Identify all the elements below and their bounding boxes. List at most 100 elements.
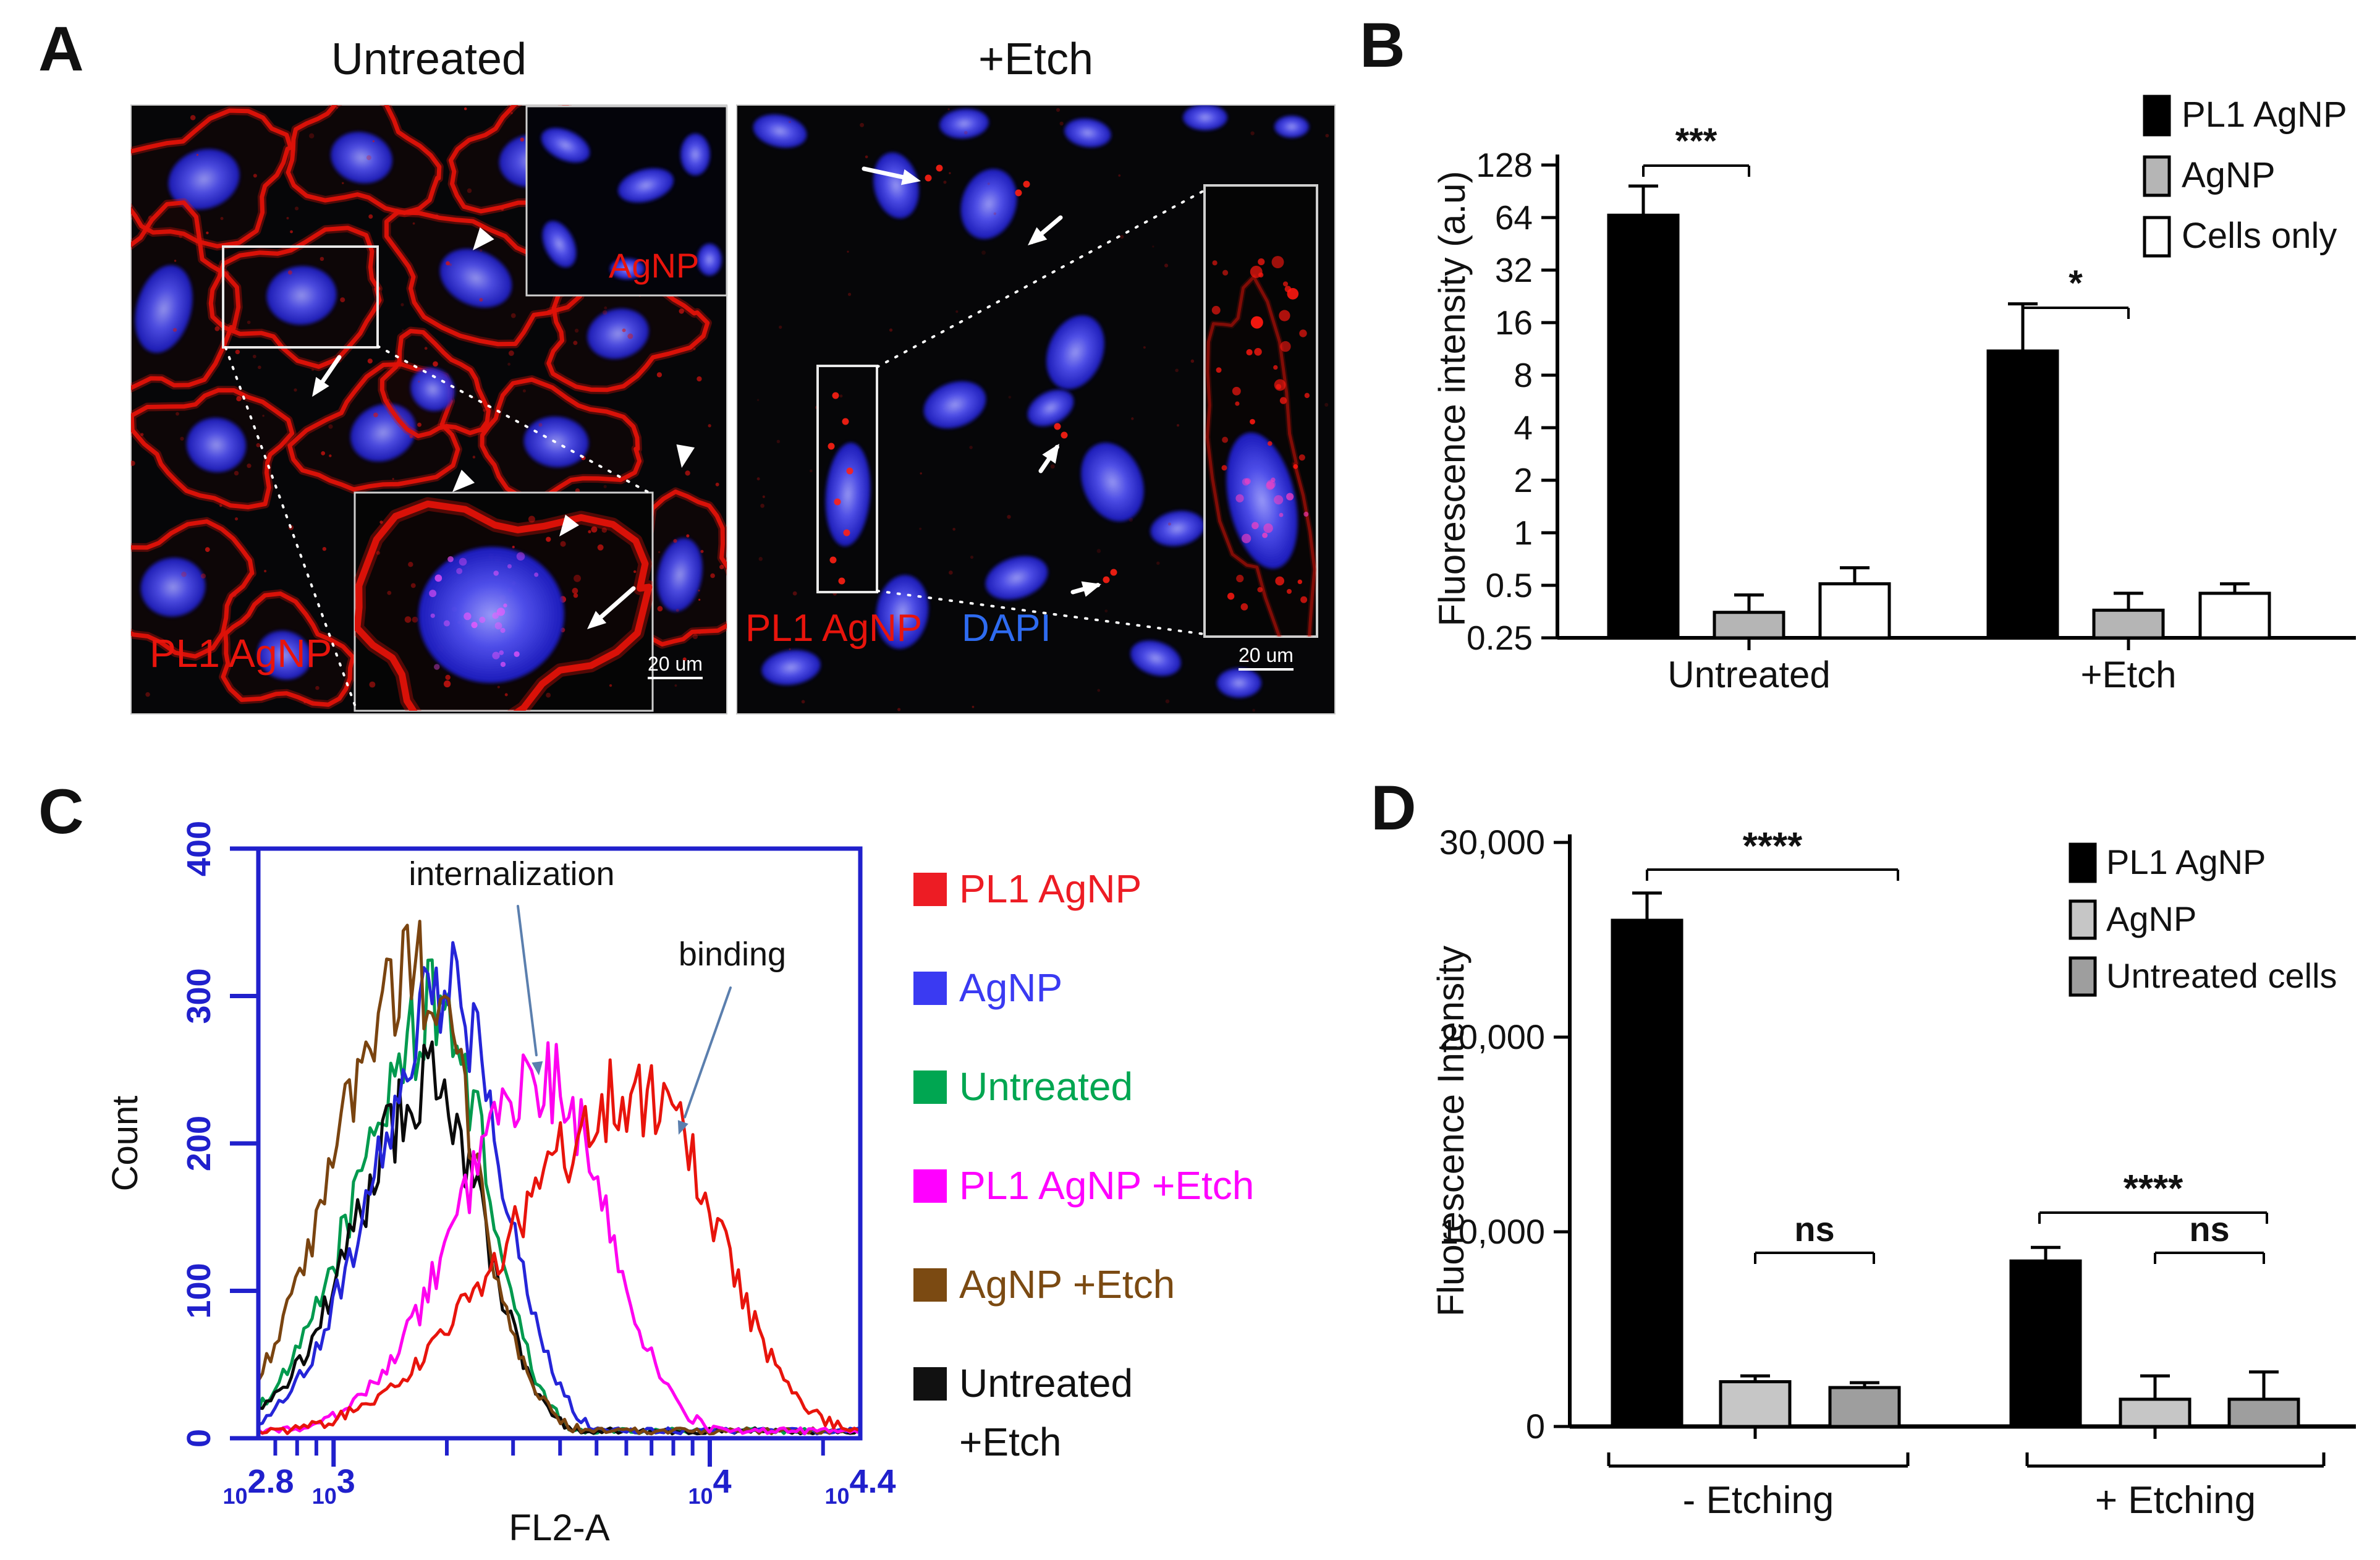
dotted-connector <box>876 189 1206 368</box>
d-category-label: + Etching <box>2095 1479 2256 1522</box>
speckle <box>424 347 428 350</box>
c-ytick-label: 0 <box>180 1429 218 1448</box>
speckle <box>1262 532 1268 538</box>
bar-agnp <box>1719 1380 1792 1428</box>
speckle <box>430 613 435 618</box>
speckle <box>698 630 702 634</box>
speckle <box>1275 576 1285 586</box>
speckle <box>376 551 381 555</box>
arrowhead-icon <box>559 514 579 536</box>
speckle <box>402 329 404 331</box>
speckle <box>499 650 504 655</box>
speckle <box>418 380 420 383</box>
speckle <box>507 564 512 569</box>
speckle <box>675 608 679 613</box>
speckle <box>1235 401 1240 406</box>
speckle <box>1097 689 1101 692</box>
speckle <box>528 515 535 523</box>
nucleus <box>1150 511 1205 546</box>
bar-untreated-cells <box>1828 1386 1901 1428</box>
speckle <box>591 526 598 533</box>
speckle <box>367 358 373 364</box>
speckle <box>434 214 439 219</box>
speckle <box>247 320 251 324</box>
speckle <box>1274 379 1286 391</box>
red-punctum <box>832 392 839 399</box>
d-legend-label: AgNP <box>2106 899 2196 938</box>
arrow-shaft <box>517 905 538 1057</box>
b-legend-swatch <box>2143 155 2171 197</box>
speckle <box>949 172 951 174</box>
speckle <box>405 135 409 139</box>
speckle <box>252 354 256 358</box>
speckle <box>410 583 416 588</box>
speckle <box>500 627 506 634</box>
speckle <box>862 619 867 624</box>
right-scale-bar: 20 um <box>1239 645 1294 671</box>
red-punctum <box>1103 576 1110 583</box>
speckle <box>1176 424 1180 427</box>
nucleus <box>1183 105 1227 130</box>
speckle <box>504 693 508 697</box>
speckle <box>1227 592 1235 600</box>
speckle <box>336 106 338 109</box>
speckle <box>446 261 450 266</box>
speckle <box>434 574 443 582</box>
speckle <box>597 544 604 551</box>
speckle <box>1241 533 1251 543</box>
speckle <box>433 361 438 367</box>
speckle <box>480 249 483 252</box>
c-plot-frame <box>256 846 863 1441</box>
speckle <box>290 230 293 234</box>
speckle <box>622 328 626 333</box>
speckle <box>1293 464 1298 469</box>
red-punctum <box>1054 423 1061 430</box>
cell-membrane <box>1205 274 1317 637</box>
speckle <box>479 616 486 623</box>
c-legend-swatch <box>913 972 947 1005</box>
speckle <box>657 606 663 612</box>
speckle <box>1274 495 1284 505</box>
speckle <box>1164 263 1169 268</box>
speckle <box>501 208 504 211</box>
c-legend-swatch <box>913 1169 947 1203</box>
bar-agnp <box>2092 608 2165 640</box>
speckle <box>604 306 608 310</box>
speckle <box>180 436 184 441</box>
red-punctum <box>842 418 849 425</box>
arrowhead-icon <box>312 376 329 397</box>
speckle <box>321 451 326 456</box>
speckle <box>216 388 221 392</box>
speckle <box>1298 454 1305 461</box>
arrowhead-icon <box>676 444 695 468</box>
speckle <box>658 551 661 553</box>
speckle <box>1280 341 1291 352</box>
speckle <box>234 517 239 521</box>
panel-d-chart: 0 10,000 20,000 30,000 Fluorescence Intensit… <box>1430 823 2356 1522</box>
roi-box-right <box>816 365 878 593</box>
speckle <box>379 520 383 524</box>
speckle <box>1143 346 1146 349</box>
panel-a-left-title: Untreated <box>331 35 527 84</box>
speckle <box>700 549 704 553</box>
speckle <box>756 477 760 481</box>
speckle <box>479 298 483 302</box>
nucleus <box>140 557 206 617</box>
speckle <box>328 424 333 429</box>
nucleus <box>587 308 649 359</box>
bar-untreated-cells <box>2227 1397 2300 1428</box>
c-xtick-label: 104 <box>688 1463 731 1509</box>
speckle <box>1152 245 1154 248</box>
b-ytick-label: 0.5 <box>1486 566 1533 604</box>
speckle <box>234 470 239 476</box>
speckle <box>174 260 177 262</box>
speckle <box>486 518 491 522</box>
speckle <box>1212 260 1218 266</box>
significance-label: ns <box>1794 1210 1834 1248</box>
c-xtick-label: 102.8 <box>222 1463 294 1509</box>
speckle <box>443 620 450 627</box>
speckle <box>400 303 404 307</box>
speckle <box>235 349 240 355</box>
bar-cells-only <box>2198 591 2271 640</box>
red-punctum <box>846 467 853 475</box>
